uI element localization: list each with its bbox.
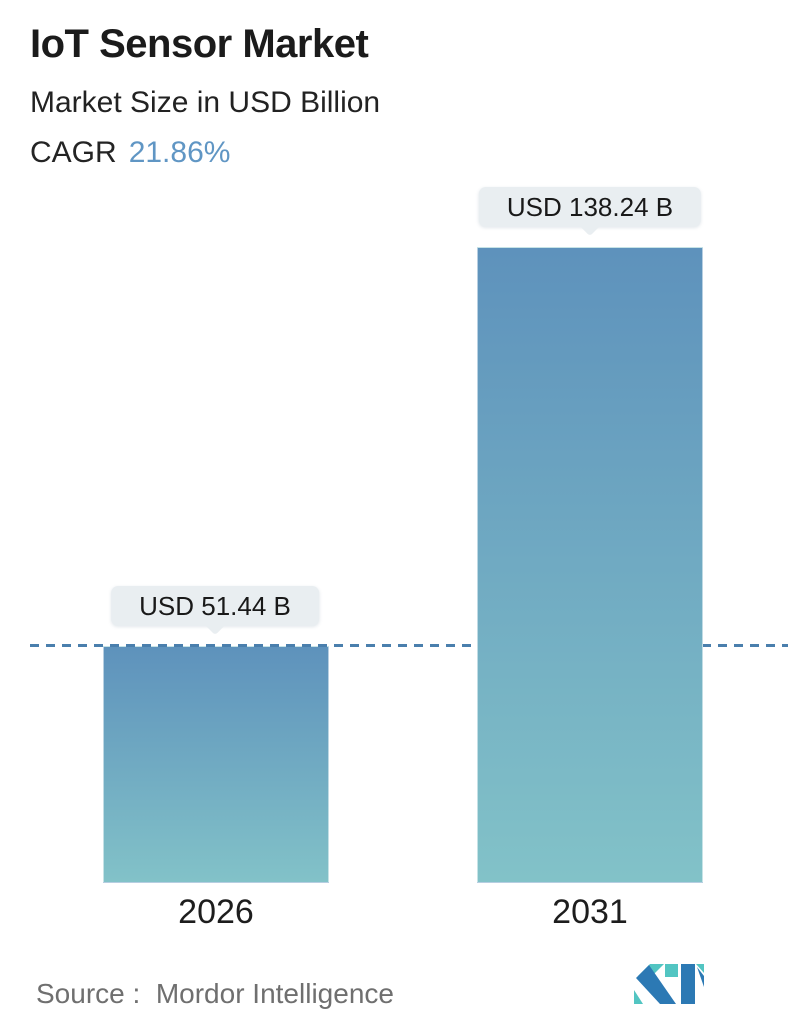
chart-subtitle: Market Size in USD Billion bbox=[30, 86, 381, 119]
cagr-label: CAGR bbox=[30, 136, 117, 169]
page-title: IoT Sensor Market bbox=[30, 22, 369, 66]
value-callout-2026: USD 51.44 B bbox=[111, 586, 319, 636]
bar-2031 bbox=[477, 247, 703, 883]
x-axis-label-2026: 2026 bbox=[178, 893, 254, 931]
bar-2026 bbox=[103, 646, 329, 883]
cagr-line: CAGR 21.86% bbox=[30, 136, 230, 170]
mordor-intelligence-logo bbox=[634, 964, 704, 1004]
value-callout-2031: USD 138.24 B bbox=[478, 187, 702, 237]
reference-dashed-line bbox=[30, 644, 788, 648]
source-text: Source : Mordor Intelligence bbox=[36, 978, 394, 1009]
x-axis-label-2031: 2031 bbox=[552, 893, 628, 931]
cagr-value: 21.86% bbox=[128, 136, 231, 169]
